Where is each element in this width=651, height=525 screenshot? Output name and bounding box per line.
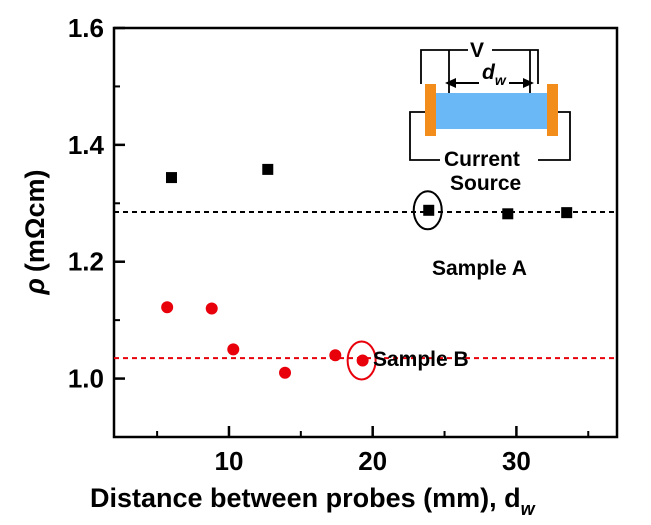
sample-bar [436,93,547,129]
sample-a-point [423,204,435,216]
sample-a-label: Sample A [432,257,527,280]
x-axis-ticks: 10 20 30 [156,426,590,476]
y-tick-label: 1.2 [68,247,104,277]
left-contact [425,84,436,136]
voltage-label: V [470,39,484,62]
sample-a-point [502,208,514,220]
x-axis-label-text: Distance between probes (mm), d [90,483,521,513]
voltage-label-background [468,38,492,60]
sample-b-point [279,366,292,379]
sample-a-point [165,172,177,184]
x-tick-label: 10 [215,446,244,476]
y-tick-label: 1.0 [68,364,104,394]
sample-b-point [227,343,240,356]
sample-b-point [329,349,342,362]
current-source-label-line1: Current [444,148,520,171]
sample-a-point [262,163,274,175]
distance-label: dw [482,61,507,88]
distance-label-subscript: w [495,72,507,88]
sample-b-point [356,354,369,367]
current-source-label-line2: Source [450,172,521,195]
y-tick-label: 1.4 [68,130,105,160]
distance-label-background [479,60,509,92]
right-contact [547,84,558,136]
x-tick-label: 20 [358,446,387,476]
sample-a-point [561,207,573,219]
distance-label-symbol: d [482,61,496,84]
x-tick-label: 30 [502,446,531,476]
distance-arrow-left-head [445,78,456,88]
y-axis-label-unit: (mΩcm) [20,169,50,272]
current-source-wire-right [538,111,571,161]
y-axis-label-symbol: ρ [20,278,50,295]
plot-frame [112,26,619,439]
y-tick-label: 1.6 [68,13,104,43]
sample-b-point [161,301,174,314]
inset-schematic: V dw Current Source [409,38,571,195]
x-axis-label-subscript: w [521,499,536,519]
sample-b-point [205,302,218,315]
sample-b-highlight-ellipse [346,340,377,381]
y-axis-label: ρ (mΩcm) [20,169,50,295]
x-axis-label: Distance between probes (mm), dw [90,483,536,519]
y-axis-ticks: 1.0 1.2 1.4 1.6 [68,13,125,438]
data-points [161,163,573,379]
sample-a-highlight-ellipse [412,190,443,231]
distance-arrow-right-head [523,78,534,88]
sample-b-label: Sample B [373,348,469,371]
current-source-wire-left [409,111,440,161]
